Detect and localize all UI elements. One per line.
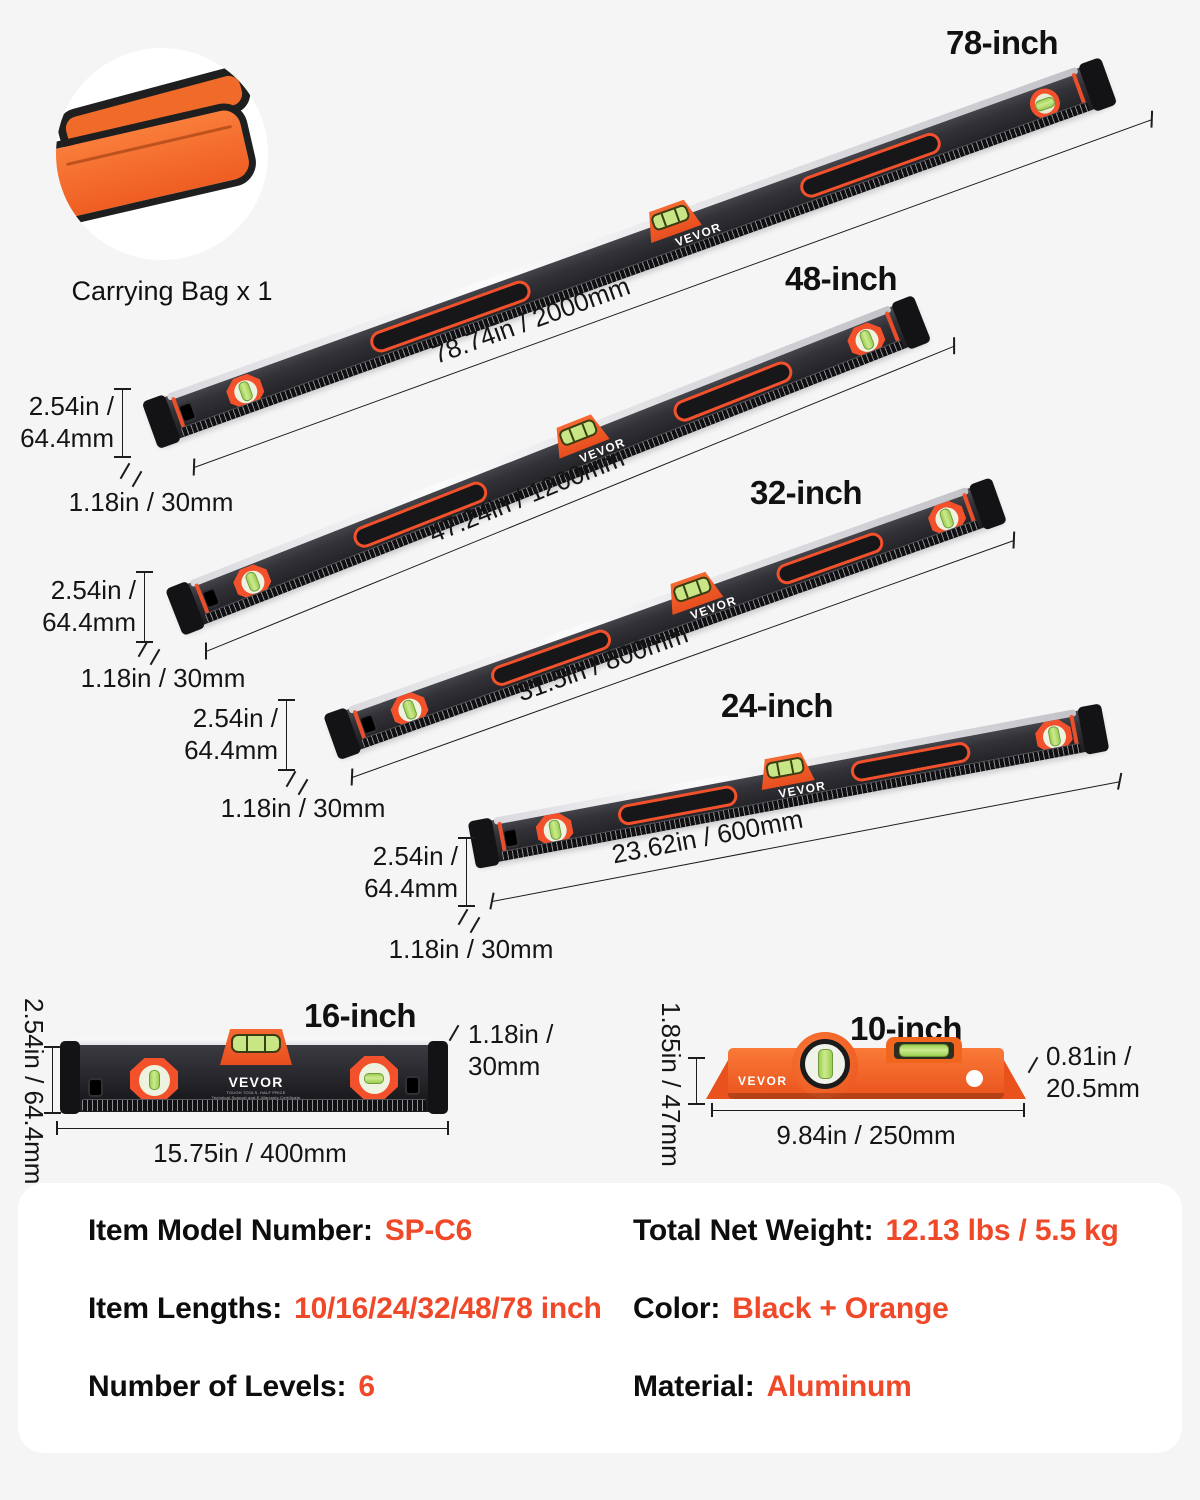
end-cap-left bbox=[60, 1041, 80, 1114]
dim-height-24: 2.54in /64.4mm bbox=[364, 841, 458, 904]
dim-height-78-line bbox=[114, 388, 131, 458]
level-16-inch: VEVOR TOUGH TOOLS, HALF PRICE Technical … bbox=[60, 1029, 448, 1114]
dim-height-32-line bbox=[278, 699, 295, 771]
bubble-vial bbox=[130, 1058, 178, 1102]
dim-width-24: 1.18in / 30mm bbox=[388, 934, 554, 964]
spec-item-lengths: Item Lengths: 10/16/24/32/48/78 inch bbox=[88, 1292, 602, 1325]
spec-panel: Item Model Number: SP-C6 Item Lengths: 10/… bbox=[18, 1183, 1182, 1453]
level-24-inch: VEVOR bbox=[467, 703, 1110, 869]
vevor-logo: VEVOR bbox=[738, 1074, 788, 1088]
spec-model-number: Item Model Number: SP-C6 bbox=[88, 1214, 473, 1247]
spec-color: Color: Black + Orange bbox=[633, 1292, 949, 1325]
dim-height-16-line bbox=[44, 1046, 61, 1114]
dim-height-24-line bbox=[458, 837, 475, 907]
dim-height-32: 2.54in /64.4mm bbox=[184, 703, 278, 766]
dim-height-78: 2.54in /64.4mm bbox=[20, 391, 114, 454]
dim-height-16: 2.54in / 64.4mm bbox=[19, 998, 49, 1185]
spec-number-of-levels: Number of Levels: 6 bbox=[88, 1370, 375, 1403]
dim-width-10: 0.81in /20.5mm bbox=[1046, 1041, 1140, 1104]
dim-height-48: 2.54in /64.4mm bbox=[42, 575, 136, 638]
hang-slot bbox=[405, 1076, 420, 1095]
ruler-scale bbox=[82, 1099, 426, 1111]
spec-material: Material: Aluminum bbox=[633, 1370, 912, 1403]
label-32-inch: 32-inch bbox=[749, 474, 863, 511]
level-78-inch: VEVOR bbox=[141, 56, 1118, 450]
dim-length-16-text: 15.75in / 400mm bbox=[153, 1138, 347, 1168]
dim-width-48: 1.18in / 30mm bbox=[80, 663, 246, 693]
carrying-bag-photo-circle bbox=[56, 48, 268, 260]
dim-height-10: 1.85in / 47mm bbox=[656, 1002, 686, 1167]
center-vial bbox=[220, 1029, 292, 1065]
dim-width-32: 1.18in / 30mm bbox=[220, 793, 386, 823]
end-cap-right bbox=[428, 1041, 448, 1114]
bubble-vial-horizontal bbox=[894, 1042, 954, 1059]
dim-height-48-line bbox=[136, 571, 153, 643]
label-16-inch: 16-inch bbox=[303, 997, 417, 1034]
label-48-inch: 48-inch bbox=[784, 260, 898, 297]
carrying-bag-caption: Carrying Bag x 1 bbox=[71, 276, 273, 306]
vevor-logo: VEVOR TOUGH TOOLS, HALF PRICE Technical … bbox=[211, 1074, 301, 1101]
bubble-vial bbox=[350, 1056, 398, 1100]
dim-width-78: 1.18in / 30mm bbox=[68, 487, 234, 517]
mounting-hole bbox=[966, 1070, 983, 1087]
spec-net-weight: Total Net Weight: 12.13 lbs / 5.5 kg bbox=[633, 1214, 1119, 1247]
hang-slot bbox=[88, 1078, 103, 1097]
dim-width-16: 1.18in /30mm bbox=[468, 1019, 554, 1082]
label-78-inch: 78-inch bbox=[945, 24, 1059, 61]
dim-height-10-line bbox=[688, 1057, 705, 1105]
bottom-shadow-edge bbox=[728, 1093, 1004, 1099]
label-24-inch: 24-inch bbox=[720, 687, 834, 724]
ruler-scale bbox=[180, 101, 1090, 437]
dim-length-10-text: 9.84in / 250mm bbox=[776, 1120, 956, 1150]
level-10-inch: VEVOR bbox=[706, 1032, 1026, 1104]
bubble-vial-round bbox=[800, 1039, 850, 1089]
